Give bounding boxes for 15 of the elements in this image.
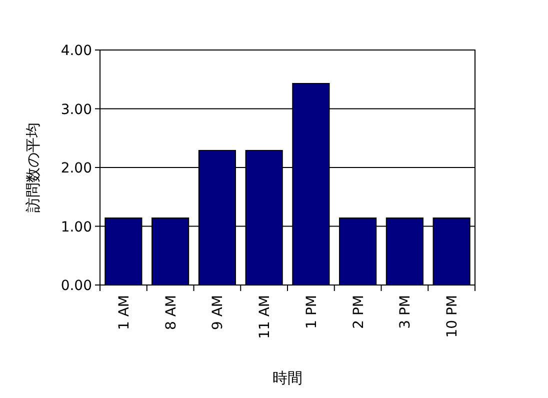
y-axis-title: 訪問数の平均 [24, 122, 42, 212]
x-tick-label: 10 PM [444, 295, 461, 338]
y-tick-label: 2.00 [60, 160, 92, 176]
y-tick-label: 0.00 [60, 278, 92, 294]
x-tick-label: 3 PM [398, 295, 414, 329]
x-tick-label: 1 PM [304, 295, 320, 329]
x-tick-label: 11 AM [257, 295, 274, 339]
x-tick-label: 9 AM [210, 295, 226, 330]
y-tick-label: 1.00 [60, 219, 92, 236]
y-tick-label: 3.00 [60, 102, 92, 118]
x-tick-label: 1 AM [116, 295, 132, 330]
x-tick-label: 2 PM [350, 295, 367, 329]
x-tick-label: 8 AM [163, 295, 180, 330]
x-axis-title: 時間 [272, 369, 302, 387]
y-tick-label: 4.00 [60, 43, 92, 59]
